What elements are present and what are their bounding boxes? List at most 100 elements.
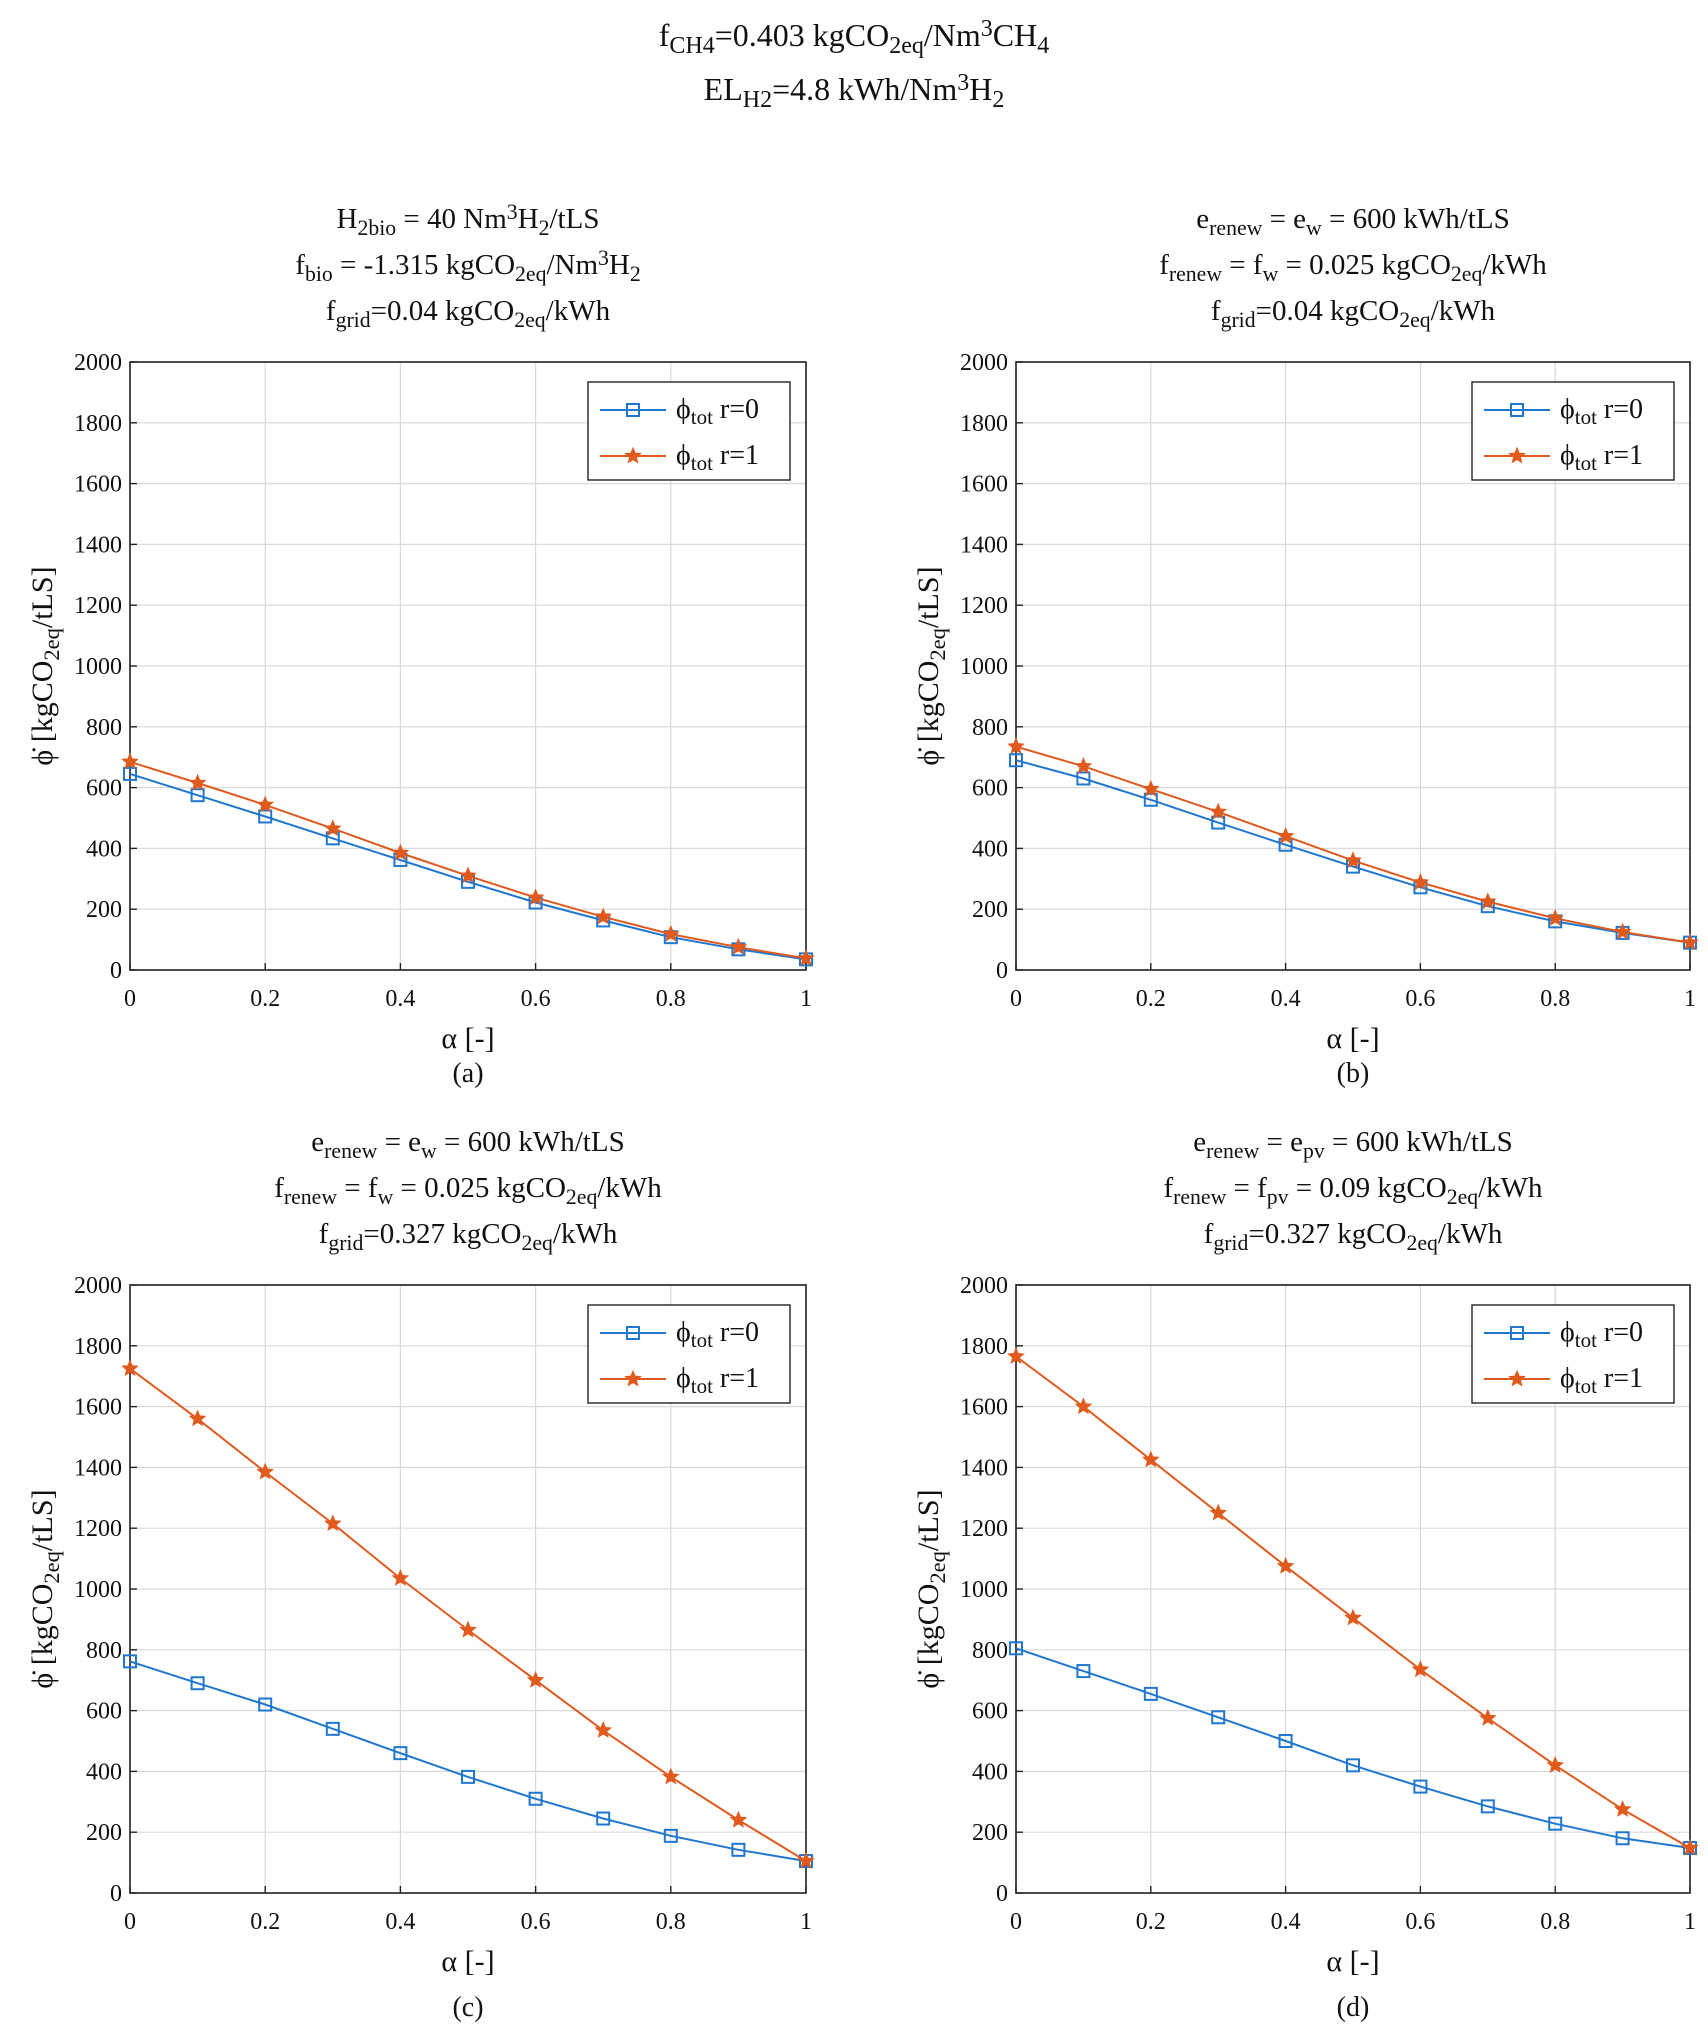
- header-line-1-part: 3: [981, 16, 993, 42]
- y-tick-label: 1000: [74, 654, 122, 680]
- legend-marker-star: [624, 1369, 642, 1387]
- data-point-r0: [731, 1842, 746, 1857]
- x-tick-label: 1: [800, 986, 812, 1012]
- legend-entry-part: r=0: [1597, 1317, 1643, 1348]
- series-line-r1: [129, 760, 807, 960]
- chart-title-line-part: renew: [1206, 1139, 1259, 1163]
- y-tick-label: 400: [86, 1759, 122, 1785]
- data-point-r1: [1344, 851, 1362, 869]
- data-point-r0: [1548, 1816, 1563, 1831]
- plot-frame: [1015, 361, 1691, 971]
- series-line-r0: [1015, 1647, 1691, 1849]
- chart-title-line-part: /kWh: [1438, 1218, 1503, 1250]
- legend-entry: ϕtot r=0: [1560, 1317, 1643, 1352]
- y-tick-label: 1600: [74, 472, 122, 498]
- data-point-r1: [729, 937, 748, 955]
- data-point-r1: [1411, 1660, 1430, 1678]
- data-point-r1: [1209, 802, 1228, 820]
- y-tick-label: 400: [86, 836, 122, 862]
- y-tick-label: 1200: [960, 1516, 1008, 1542]
- y-tick-label: 1400: [960, 1455, 1008, 1481]
- y-tick-label: 200: [86, 897, 122, 923]
- data-point-r1: [661, 1767, 680, 1785]
- chart-title-line-part: grid: [1213, 1231, 1248, 1255]
- x-tick-label: 0: [124, 986, 136, 1012]
- series-line-r0: [129, 772, 807, 961]
- chart-title-line-part: /kWh: [546, 295, 611, 327]
- header-line-2-part: 3: [957, 70, 969, 96]
- y-tick-label: 800: [86, 715, 122, 741]
- data-point-r1: [1209, 1503, 1228, 1521]
- data-point-r1: [391, 843, 410, 861]
- legend-entry-part: ϕ: [1560, 440, 1575, 471]
- data-point-r0: [123, 1654, 137, 1669]
- header-line-1-part: CH4: [669, 33, 714, 59]
- chart-title-line-part: = 40 Nm: [396, 203, 507, 235]
- chart-title-line-part: grid: [336, 308, 371, 332]
- legend-entry: ϕtot r=1: [1560, 440, 1643, 475]
- chart-title-line: fgrid=0.04 kgCO2eq/kWh: [1211, 295, 1496, 332]
- y-tick-label: 800: [972, 1638, 1008, 1664]
- data-point-r1: [1546, 1756, 1565, 1773]
- series-line-r1: [1015, 745, 1691, 944]
- chart-title-line-part: 2eq: [1407, 1231, 1439, 1255]
- chart-title-line: erenew = ew = 600 kWh/tLS: [1196, 203, 1509, 240]
- data-point-r1: [1276, 826, 1295, 844]
- plot-frame: [129, 1284, 807, 1894]
- y-tick-label: 1400: [960, 532, 1008, 558]
- y-axis-label-group: ϕ̇ [kgCO2eq/tLS]: [912, 1489, 950, 1688]
- data-point-r0: [258, 1697, 273, 1712]
- x-tick-label: 0.8: [656, 1909, 686, 1935]
- chart-title-line-part: 2eq: [522, 1231, 554, 1255]
- y-tick-label: 0: [110, 958, 122, 984]
- x-tick-label: 0.4: [1271, 986, 1301, 1012]
- chart-title-line-part: w: [378, 1185, 394, 1209]
- chart-title-line: fbio = -1.315 kgCO2eq/Nm3H2: [295, 246, 640, 285]
- header-line-1-part: /Nm: [924, 17, 981, 53]
- data-point-r0: [1413, 1779, 1428, 1794]
- data-point-r0: [1009, 1641, 1023, 1656]
- data-point-r0: [1143, 1686, 1158, 1701]
- y-axis-label: ϕ̇ [kgCO2eq/tLS]: [26, 1489, 64, 1688]
- chart-title-line-part: /kWh: [553, 1218, 618, 1250]
- data-point-r1: [323, 1514, 342, 1532]
- y-tick-label: 800: [972, 715, 1008, 741]
- chart-title-line-part: f: [1163, 1172, 1173, 1204]
- data-point-r1: [797, 1851, 815, 1869]
- x-tick-label: 0.2: [1136, 1909, 1166, 1935]
- chart-title-line: fgrid=0.04 kgCO2eq/kWh: [326, 295, 611, 332]
- y-axis-label-part: /tLS]: [26, 1489, 59, 1551]
- chart-title-line-part: = 0.09 kgCO: [1289, 1172, 1447, 1204]
- chart-title-line-part: renew: [1169, 262, 1222, 286]
- y-tick-label: 1400: [74, 1455, 122, 1481]
- data-point-r1: [1074, 757, 1093, 774]
- data-point-r1: [1344, 1608, 1362, 1626]
- x-axis-label: α [-]: [441, 1022, 494, 1055]
- data-point-r0: [1480, 1799, 1495, 1814]
- legend-entry-part: tot: [1575, 1328, 1597, 1352]
- chart-title-line-part: e: [1196, 203, 1209, 235]
- chart-title-line-part: = e: [1262, 203, 1306, 235]
- chart-title-line-part: pv: [1303, 1139, 1325, 1163]
- data-point-r0: [325, 1721, 340, 1736]
- y-axis-label-part: /tLS]: [912, 1489, 945, 1551]
- legend-entry: ϕtot r=0: [676, 394, 759, 429]
- legend-marker-star: [624, 446, 642, 464]
- chart-title-line: fgrid=0.327 kgCO2eq/kWh: [1204, 1218, 1503, 1255]
- chart-title-line-part: = -1.315 kgCO: [333, 249, 515, 281]
- data-point-r0: [190, 1676, 205, 1691]
- chart-title-line-part: /kWh: [1431, 295, 1496, 327]
- legend-entry-part: r=1: [1597, 440, 1643, 471]
- plot-frame: [1015, 1284, 1691, 1894]
- header-line-2-part: H: [969, 71, 992, 107]
- data-point-r0: [663, 1828, 678, 1843]
- chart-title-line-part: 2: [630, 262, 641, 286]
- data-point-r0: [190, 788, 205, 803]
- data-point-r1: [256, 1462, 275, 1480]
- legend-entry-part: ϕ: [676, 440, 691, 471]
- legend-entry: ϕtot r=1: [1560, 1363, 1643, 1398]
- chart-title-line-part: f: [326, 295, 336, 327]
- chart-title-line-part: =0.327 kgCO: [1248, 1218, 1406, 1250]
- y-axis-label-part: 2eq: [39, 1551, 64, 1584]
